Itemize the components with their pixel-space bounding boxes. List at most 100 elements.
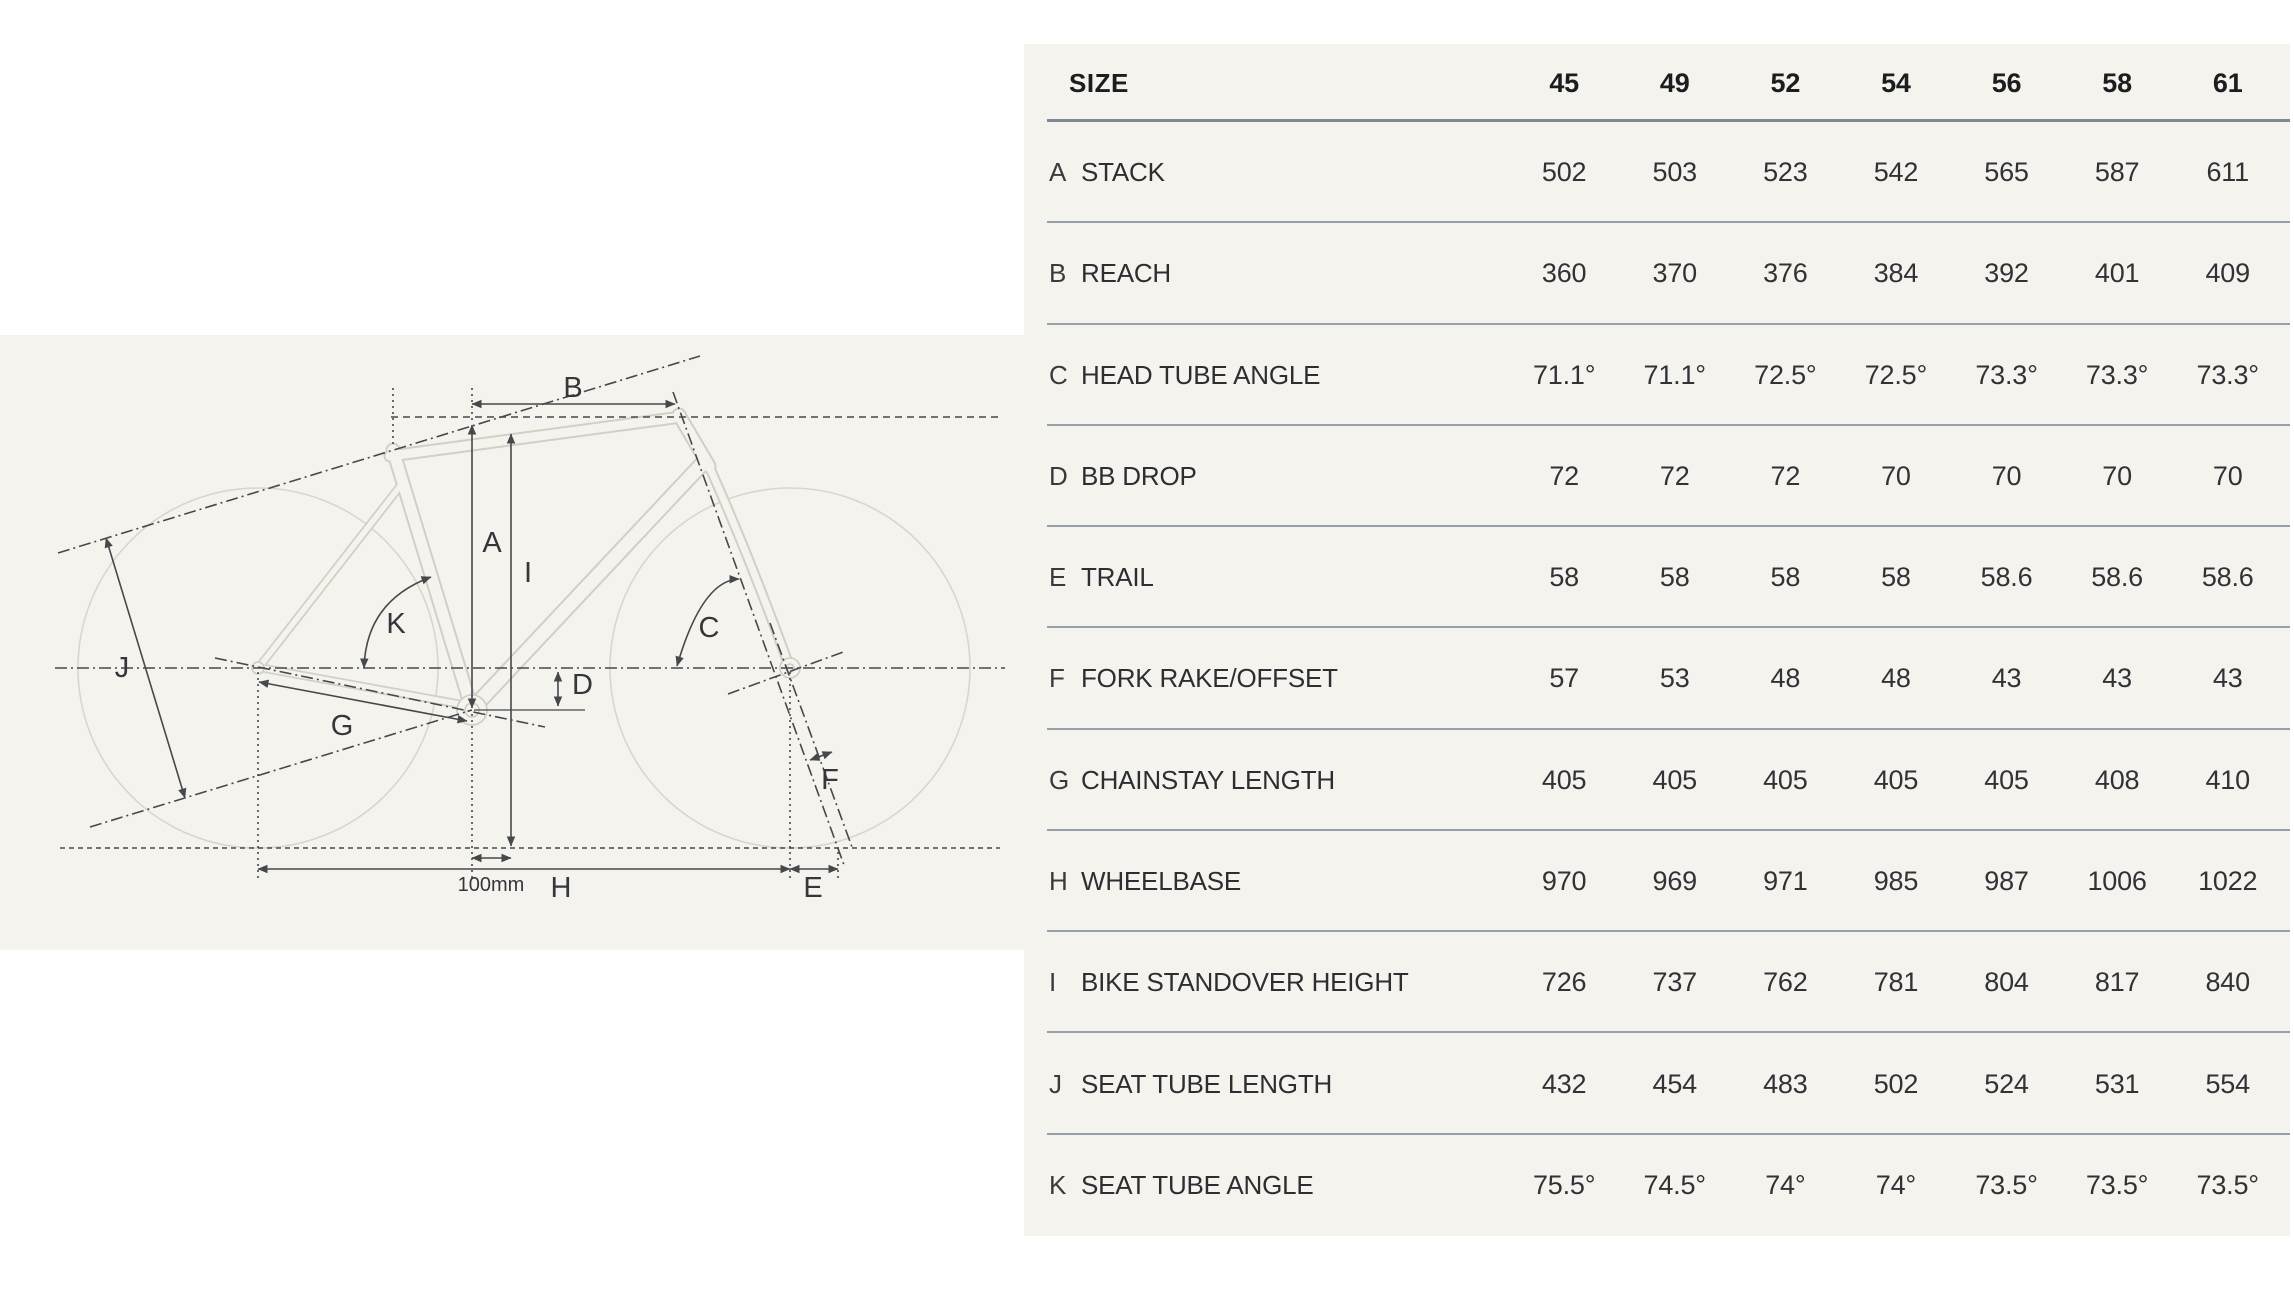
cell-value: 804 — [1984, 967, 2029, 998]
cell-value: 611 — [2206, 157, 2249, 188]
cell-value: 48 — [1881, 663, 1911, 694]
cell-value: 405 — [1652, 764, 1698, 795]
cell-value: 43 — [1991, 663, 2022, 694]
cell-value: 74° — [1875, 1169, 1917, 1200]
cell-value: 58 — [1881, 562, 1911, 593]
row-letter: J — [1049, 1068, 1062, 1099]
column-header-52: 52 — [1770, 67, 1801, 98]
row-label: FORK RAKE/OFFSET — [1081, 663, 1338, 694]
cell-value: 503 — [1652, 157, 1698, 188]
row-label: HEAD TUBE ANGLE — [1081, 359, 1321, 390]
bike-geometry-diagram: B A I K C J D G F H E 100mm — [55, 355, 1005, 904]
head-angle-arc — [675, 575, 740, 667]
dim-label-b: B — [563, 372, 582, 404]
cell-value: 73.3° — [2085, 359, 2149, 390]
row-label: STACK — [1081, 157, 1165, 188]
cell-value: 454 — [1652, 1068, 1698, 1099]
cell-value: 410 — [2205, 764, 2250, 795]
column-header-49: 49 — [1659, 67, 1690, 98]
cell-value: 73.5° — [2085, 1169, 2149, 1200]
dim-label-e: E — [803, 872, 822, 904]
cell-value: 1022 — [2198, 865, 2258, 896]
cell-value: 985 — [1873, 865, 1919, 896]
cell-value: 58.6 — [1980, 562, 2033, 593]
dimension-labels: B A I K C J D G F H E 100mm — [115, 372, 839, 904]
column-header-58: 58 — [2102, 67, 2132, 98]
cell-value: 432 — [1541, 1068, 1587, 1099]
cell-value: 58 — [1659, 562, 1690, 593]
scale-label: 100mm — [458, 874, 525, 896]
dim-label-d: D — [572, 669, 593, 701]
row-letter: A — [1049, 157, 1067, 188]
geometry-table: SIZE 45 49 52 54 56 58 61 A STACK 502 503 52… — [1024, 44, 2290, 1236]
cell-value: 737 — [1652, 967, 1698, 998]
cell-value: 71.1° — [1643, 359, 1707, 390]
cell-value: 405 — [1984, 764, 2029, 795]
row-label-cell: F FORK RAKE/OFFSET — [1024, 663, 1509, 694]
seat-top-perpendicular-line — [57, 355, 701, 554]
table-header-row: SIZE 45 49 52 54 56 58 61 — [1024, 44, 2290, 122]
cell-value: 409 — [2205, 258, 2250, 289]
cell-value: 405 — [1763, 764, 1808, 795]
cell-value: 587 — [2094, 157, 2140, 188]
table-row: I BIKE STANDOVER HEIGHT 726 737 762 781 804 817… — [1024, 932, 2290, 1034]
row-label: WHEELBASE — [1081, 865, 1242, 896]
row-label: BIKE STANDOVER HEIGHT — [1081, 967, 1409, 998]
row-letter: H — [1049, 865, 1068, 896]
cell-value: 73.3° — [2196, 359, 2260, 390]
cell-value: 43 — [2212, 663, 2243, 694]
table-row: C HEAD TUBE ANGLE 71.1° 71.1° 72.5° 72.5° 73.3… — [1024, 325, 2290, 427]
cell-value: 565 — [1984, 157, 2029, 188]
dimension-lines — [55, 355, 1005, 881]
cell-value: 762 — [1763, 967, 1808, 998]
table-row: G CHAINSTAY LENGTH 405 405 405 405 405 408 410 — [1024, 730, 2290, 832]
chainstay-axis-line — [214, 657, 546, 728]
table-body: A STACK 502 503 523 542 565 587 611 B REACH 360 370 3… — [1024, 122, 2290, 1236]
row-label-cell: H WHEELBASE — [1024, 866, 1509, 897]
dim-label-f: F — [821, 764, 839, 796]
cell-value: 53 — [1659, 663, 1690, 694]
row-label: SEAT TUBE LENGTH — [1081, 1068, 1333, 1099]
dim-label-c: C — [699, 612, 720, 644]
header-label-cell: SIZE — [1024, 68, 1509, 99]
table-row: B REACH 360 370 376 384 392 401 409 — [1024, 223, 2290, 325]
cell-value: 408 — [2094, 764, 2140, 795]
cell-value: 57 — [1549, 663, 1579, 694]
cell-value: 58 — [1549, 562, 1579, 593]
table-row: E TRAIL 58 58 58 58 58.6 58.6 58.6 — [1024, 527, 2290, 629]
cell-value: 70 — [1991, 460, 2022, 491]
cell-value: 72.5° — [1864, 359, 1928, 390]
row-label-cell: K SEAT TUBE ANGLE — [1024, 1170, 1509, 1201]
row-label: TRAIL — [1081, 562, 1154, 593]
dim-label-g: G — [331, 710, 354, 742]
row-label-cell: J SEAT TUBE LENGTH — [1024, 1069, 1509, 1100]
row-label: SEAT TUBE ANGLE — [1081, 1169, 1314, 1200]
table-row: H WHEELBASE 970 969 971 985 987 1006 1022 — [1024, 831, 2290, 933]
cell-value: 971 — [1763, 865, 1808, 896]
dim-seattube-line — [104, 537, 187, 799]
cell-value: 531 — [2094, 1068, 2140, 1099]
cell-value: 542 — [1873, 157, 1919, 188]
steering-axis-line — [672, 391, 845, 866]
cell-value: 58 — [1770, 562, 1801, 593]
row-label-cell: I BIKE STANDOVER HEIGHT — [1024, 967, 1509, 998]
row-label: REACH — [1081, 258, 1172, 289]
cell-value: 72 — [1549, 460, 1579, 491]
cell-value: 840 — [2205, 967, 2250, 998]
cell-value: 392 — [1984, 258, 2029, 289]
cell-value: 523 — [1763, 157, 1808, 188]
geometry-diagram-panel: B A I K C J D G F H E 100mm — [0, 335, 1024, 950]
cell-value: 72 — [1659, 460, 1690, 491]
cell-value: 48 — [1770, 663, 1801, 694]
cell-value: 726 — [1541, 967, 1587, 998]
column-header-61: 61 — [2212, 67, 2243, 98]
table-row: F FORK RAKE/OFFSET 57 53 48 48 43 43 43 — [1024, 628, 2290, 730]
cell-value: 74° — [1765, 1169, 1806, 1200]
row-label-cell: E TRAIL — [1024, 562, 1509, 593]
cell-value: 384 — [1873, 258, 1919, 289]
dim-label-i: I — [524, 557, 532, 589]
cell-value: 781 — [1873, 967, 1919, 998]
cell-value: 73.5° — [2196, 1169, 2260, 1200]
cell-value: 524 — [1984, 1068, 2029, 1099]
dim-label-h: H — [551, 872, 572, 904]
